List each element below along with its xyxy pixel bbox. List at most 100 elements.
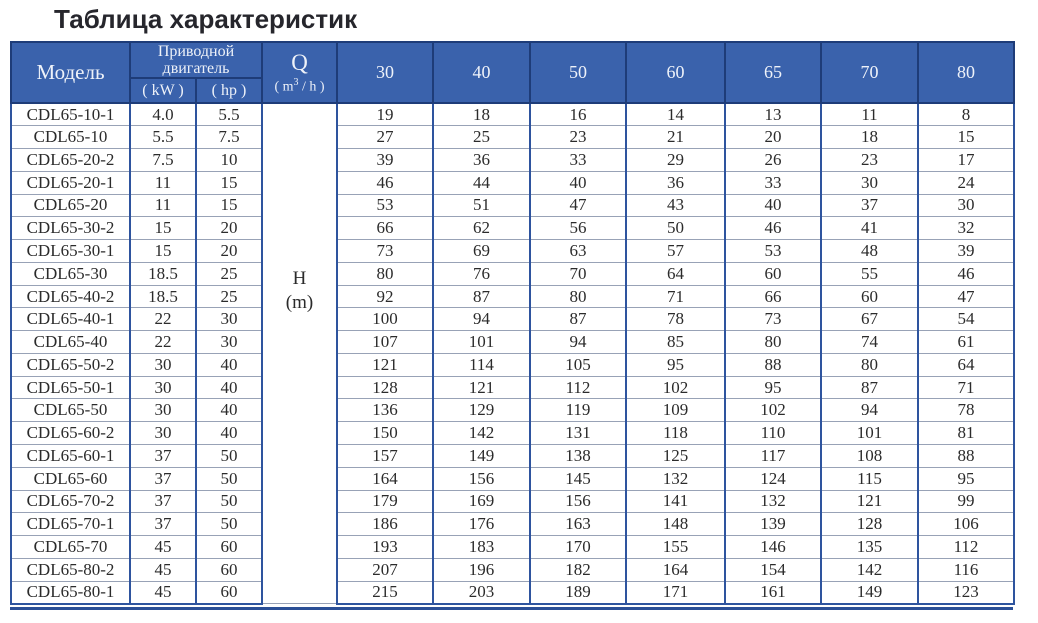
hp-cell: 15 [195, 171, 263, 195]
table-row: CDL65-20-1 11 15 46 44 40 36 33 30 24 [10, 171, 1015, 195]
head-value-cell: 135 [820, 535, 919, 559]
head-value-cell: 30 [820, 171, 919, 195]
model-cell: CDL65-40-1 [10, 307, 131, 332]
hp-cell: 30 [195, 330, 263, 354]
head-value-cell: 139 [724, 512, 822, 537]
motor-group-line2: двигатель [162, 60, 230, 77]
head-value-cell: 39 [336, 148, 434, 172]
q-unit-superscript: 3 [293, 76, 299, 88]
head-value-cell: 109 [625, 398, 726, 423]
head-value-cell: 57 [625, 239, 726, 263]
head-value-cell: 76 [432, 262, 531, 286]
kw-cell: 30 [129, 353, 197, 377]
head-value-cell: 121 [432, 376, 531, 400]
table-row: CDL65-30-1 15 20 73 69 63 57 53 48 39 [10, 239, 1015, 263]
head-value-cell: 25 [432, 125, 531, 150]
head-value-cell: 46 [917, 262, 1015, 286]
head-value-cell: 66 [724, 285, 822, 309]
table-row: CDL65-50 30 40 136 129 119 109 102 94 78 [10, 398, 1015, 423]
head-value-cell: 145 [529, 467, 627, 491]
hp-cell: 7.5 [195, 125, 263, 150]
head-value-cell: 27 [336, 125, 434, 150]
head-value-cell: 128 [820, 512, 919, 537]
head-value-cell: 115 [820, 467, 919, 491]
model-cell: CDL65-70-1 [10, 512, 131, 537]
head-value-cell: 94 [820, 398, 919, 423]
hp-cell: 40 [195, 421, 263, 445]
head-value-cell: 54 [917, 307, 1015, 332]
head-value-cell: 116 [917, 558, 1015, 582]
model-cell: CDL65-30-1 [10, 239, 131, 263]
head-value-cell: 94 [432, 307, 531, 332]
head-value-cell: 132 [625, 467, 726, 491]
head-value-cell: 171 [625, 581, 726, 605]
head-value-cell: 60 [724, 262, 822, 286]
model-cell: CDL65-80-1 [10, 581, 131, 605]
kw-cell: 4.0 [129, 103, 197, 127]
hp-cell: 60 [195, 558, 263, 582]
head-value-cell: 163 [529, 512, 627, 537]
head-value-cell: 47 [917, 285, 1015, 309]
head-value-cell: 17 [917, 148, 1015, 172]
head-value-cell: 80 [724, 330, 822, 354]
table-row: CDL65-40-2 18.5 25 92 87 80 71 66 60 47 [10, 285, 1015, 309]
head-value-cell: 95 [917, 467, 1015, 491]
head-value-cell: 60 [820, 285, 919, 309]
kw-cell: 30 [129, 376, 197, 400]
head-value-cell: 19 [336, 103, 434, 127]
head-value-cell: 148 [625, 512, 726, 537]
head-value-cell: 13 [724, 103, 822, 127]
head-value-cell: 156 [432, 467, 531, 491]
kw-cell: 45 [129, 535, 197, 559]
head-value-cell: 169 [432, 490, 531, 514]
head-value-cell: 47 [529, 194, 627, 218]
head-value-cell: 182 [529, 558, 627, 582]
model-cell: CDL65-70-2 [10, 490, 131, 514]
head-value-cell: 63 [529, 239, 627, 263]
model-cell: CDL65-50 [10, 398, 131, 423]
head-value-cell: 124 [724, 467, 822, 491]
model-cell: CDL65-50-1 [10, 376, 131, 400]
model-cell: CDL65-20-1 [10, 171, 131, 195]
column-header-flow-80: 80 [917, 41, 1015, 104]
head-value-cell: 71 [625, 285, 726, 309]
head-value-cell: 123 [917, 581, 1015, 605]
hp-cell: 40 [195, 376, 263, 400]
head-value-cell: 18 [432, 103, 531, 127]
head-value-cell: 154 [724, 558, 822, 582]
head-value-cell: 40 [529, 171, 627, 195]
head-value-cell: 16 [529, 103, 627, 127]
head-value-cell: 94 [529, 330, 627, 354]
kw-cell: 30 [129, 421, 197, 445]
hp-cell: 50 [195, 467, 263, 491]
head-value-cell: 85 [625, 330, 726, 354]
head-value-cell: 26 [724, 148, 822, 172]
head-value-cell: 24 [917, 171, 1015, 195]
head-value-cell: 142 [432, 421, 531, 445]
model-cell: CDL65-60 [10, 467, 131, 491]
head-value-cell: 71 [917, 376, 1015, 400]
head-value-cell: 138 [529, 444, 627, 468]
head-value-cell: 46 [724, 216, 822, 241]
table-row: CDL65-70-2 37 50 179 169 156 141 132 121 99 [10, 490, 1015, 514]
head-value-cell: 157 [336, 444, 434, 468]
head-value-cell: 80 [820, 353, 919, 377]
head-value-cell: 66 [336, 216, 434, 241]
kw-cell: 22 [129, 330, 197, 354]
head-value-cell: 136 [336, 398, 434, 423]
head-value-cell: 132 [724, 490, 822, 514]
head-value-cell: 215 [336, 581, 434, 605]
head-value-cell: 102 [724, 398, 822, 423]
head-value-cell: 11 [820, 103, 919, 127]
head-value-cell: 14 [625, 103, 726, 127]
model-cell: CDL65-50-2 [10, 353, 131, 377]
head-value-cell: 107 [336, 330, 434, 354]
head-value-cell: 95 [724, 376, 822, 400]
head-unit-label-h: H [292, 268, 307, 289]
q-symbol: Q [291, 49, 308, 75]
table-row: CDL65-80-1 45 60 215 203 189 171 161 149 123 [10, 581, 1015, 605]
kw-cell: 45 [129, 581, 197, 605]
kw-cell: 18.5 [129, 262, 197, 286]
head-value-cell: 30 [917, 194, 1015, 218]
hp-cell: 40 [195, 353, 263, 377]
